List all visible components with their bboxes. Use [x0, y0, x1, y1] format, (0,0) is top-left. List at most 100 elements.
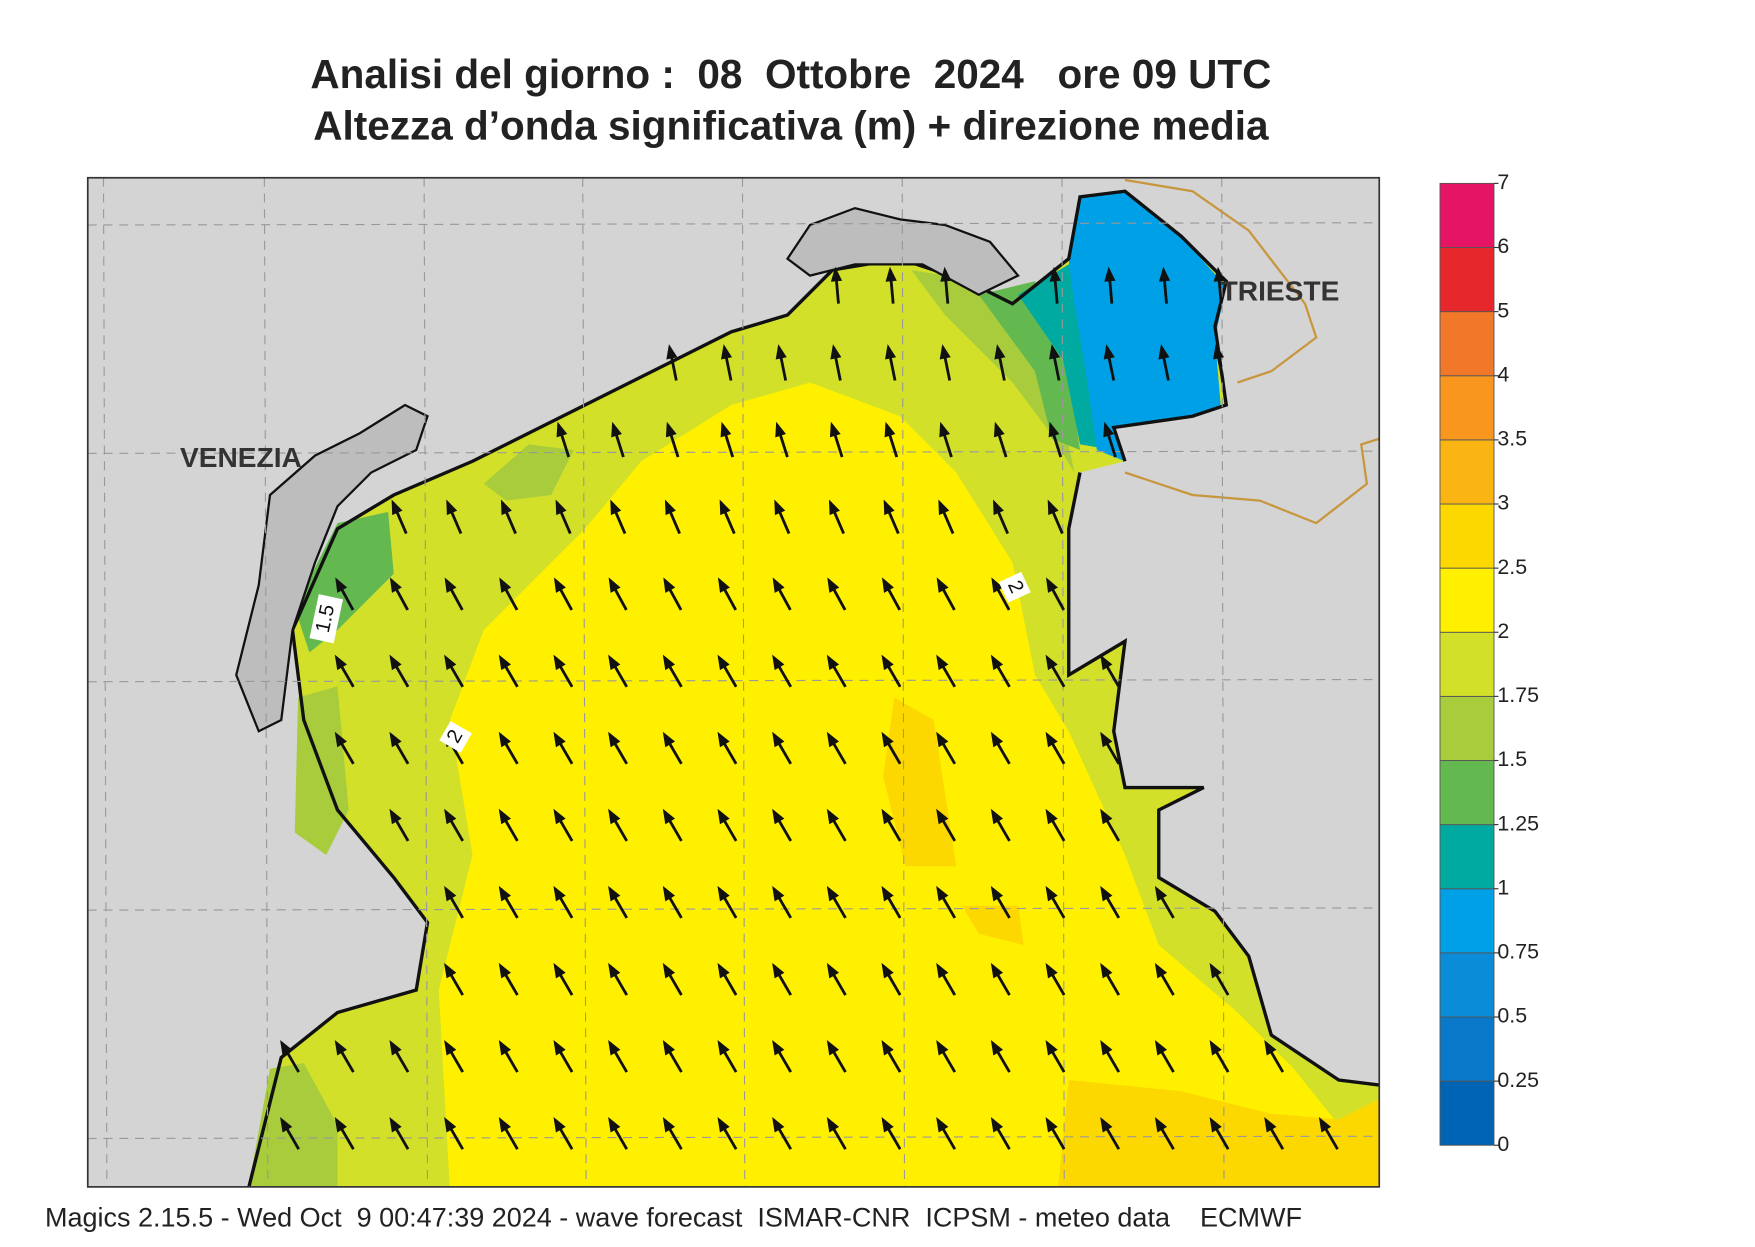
arrow-head: [662, 1039, 676, 1056]
arrow-head: [553, 1117, 566, 1133]
arrow-head: [1045, 731, 1058, 748]
arrow-head: [936, 1117, 949, 1133]
arrow-head: [608, 731, 621, 748]
wave-zone: [1068, 191, 1227, 462]
colorbar-band: [1439, 1016, 1495, 1082]
colorbar-label: 4: [1497, 362, 1509, 386]
arrow-head: [444, 962, 457, 979]
arrow-head: [990, 731, 1004, 748]
arrow-head: [446, 499, 458, 516]
arrow-head: [1045, 654, 1058, 671]
colorbar-label: 7: [1497, 170, 1509, 194]
arrow-head: [990, 1039, 1004, 1056]
arrow-head: [1045, 1039, 1058, 1056]
arrow-head: [553, 654, 566, 671]
colorbar-band: [1439, 503, 1495, 569]
arrow-head: [828, 499, 840, 516]
arrow-head: [334, 731, 347, 748]
arrow-head: [826, 808, 840, 825]
arrow-head: [719, 499, 731, 516]
arrow-head: [774, 499, 786, 516]
arrow-head: [772, 1039, 785, 1056]
arrow-head: [829, 421, 841, 438]
colorbar-band: [1439, 375, 1495, 441]
arrow-head: [1100, 885, 1113, 902]
colorbar-band: [1439, 631, 1495, 697]
colorbar-label: 1.75: [1497, 683, 1539, 707]
arrow-head: [389, 577, 402, 593]
arrow-head: [498, 1039, 511, 1056]
arrow-head: [1049, 266, 1061, 282]
arrow-head: [772, 962, 785, 979]
colorbar-label: 2: [1497, 619, 1509, 643]
arrow-head: [334, 1039, 347, 1056]
arrow-head: [772, 654, 785, 671]
lagoon-grado: [785, 206, 1020, 297]
colorbar-label: 6: [1497, 234, 1509, 258]
wave-zone: [483, 444, 574, 501]
arrow-head: [717, 1117, 730, 1133]
arrow-head: [1318, 1117, 1332, 1133]
arrow-head: [772, 885, 785, 902]
colorbar-label: 0.5: [1497, 1004, 1527, 1028]
arrow-head: [936, 1039, 949, 1056]
arrow-head: [1158, 344, 1170, 360]
arrow-head: [1046, 577, 1058, 593]
arrow-head: [662, 731, 676, 748]
arrow-head: [1103, 344, 1115, 360]
arrow-head: [1213, 266, 1225, 282]
arrow-head: [608, 962, 621, 979]
arrow-head: [1100, 1117, 1113, 1133]
border: [1124, 437, 1380, 525]
arrow-head: [826, 654, 840, 671]
arrow-head: [772, 1117, 785, 1133]
title-line-1: Analisi del giorno : 08 Ottobre 2024 ore…: [310, 51, 1271, 97]
arrow-head: [830, 344, 842, 360]
arrow-head: [1104, 266, 1116, 282]
arrow-head: [1045, 885, 1058, 902]
arrow-head: [827, 577, 840, 593]
arrow-head: [991, 577, 1004, 593]
arrow-head: [881, 731, 894, 748]
arrow-head: [662, 885, 676, 902]
arrow-head: [665, 421, 677, 438]
arrow-head: [444, 577, 457, 593]
colorbar-band: [1439, 760, 1495, 826]
colorbar-label: 1: [1497, 875, 1509, 899]
arrow-head: [663, 577, 676, 593]
colorbar-band: [1439, 247, 1495, 313]
arrow-head: [280, 1117, 293, 1133]
colorbar-band: [1439, 439, 1495, 505]
arrow-head: [826, 731, 840, 748]
arrow-head: [662, 654, 676, 671]
colorbar-label: 0.25: [1497, 1068, 1539, 1092]
arrow-head: [990, 808, 1004, 825]
arrow-head: [936, 885, 949, 902]
arrow-head: [335, 577, 348, 593]
arrow-head: [389, 654, 402, 671]
arrow-head: [993, 421, 1005, 438]
colorbar: 0 0.25 0.5 0.75 1 1.25 1.5 1.75 2 2.5 3 3.5 4 5 6 7: [1439, 170, 1539, 1156]
arrow-head: [334, 654, 347, 671]
arrow-head: [1209, 1039, 1222, 1056]
arrow-head: [826, 1117, 840, 1133]
arrow-head: [498, 808, 511, 825]
colorbar-band: [1439, 1080, 1495, 1146]
arrow-head: [1049, 344, 1061, 360]
arrow-head: [553, 577, 566, 593]
arrow-head: [772, 808, 785, 825]
map: VENEZIA TRIESTE 1.5 2 2: [86, 176, 1381, 1188]
arrow-head: [936, 654, 949, 671]
arrow-head: [881, 654, 894, 671]
arrow-head: [881, 808, 894, 825]
place-label: TRIESTE: [1221, 275, 1340, 306]
arrow-head: [1209, 962, 1222, 979]
arrow-head: [883, 499, 895, 516]
arrow-head: [444, 1039, 457, 1056]
arrow-head: [717, 962, 730, 979]
arrow-head: [662, 962, 676, 979]
arrow-head: [775, 344, 787, 360]
wave-zone: [883, 697, 957, 867]
arrow-head: [389, 1039, 402, 1056]
arrow-head: [826, 962, 840, 979]
